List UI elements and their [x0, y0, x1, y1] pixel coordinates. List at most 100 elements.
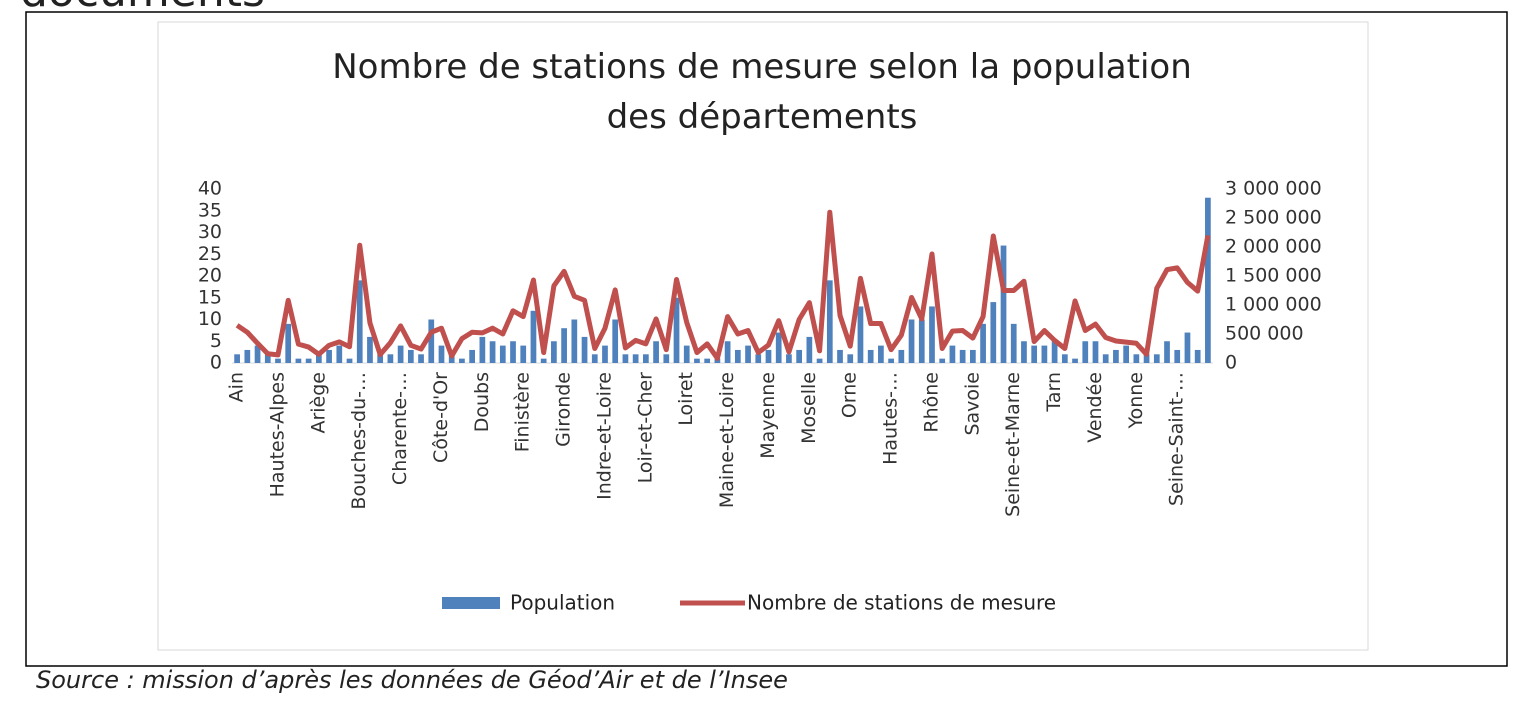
bar — [244, 349, 251, 363]
bar — [857, 306, 864, 363]
frame — [25, 11, 1508, 667]
x-tick-label: Orne — [839, 372, 861, 418]
bar — [867, 349, 874, 363]
bar — [571, 319, 578, 363]
legend-label: Nombre de stations de mesure — [747, 591, 1056, 615]
bar — [275, 358, 281, 363]
bar — [704, 358, 711, 363]
x-tick-label: Moselle — [798, 372, 820, 444]
bar — [346, 358, 353, 363]
x-tick-label: Doubs — [471, 372, 493, 432]
bar — [878, 345, 884, 363]
bar — [775, 332, 782, 363]
bar — [407, 349, 414, 363]
bar — [1061, 354, 1068, 363]
x-tick-label: Loiret — [675, 372, 697, 426]
y2-tick-label: 3 000 000 — [1225, 178, 1322, 200]
x-tick-label: Indre-et-Loire — [593, 372, 615, 500]
bar — [285, 323, 292, 363]
bar — [459, 358, 465, 363]
bar — [898, 349, 905, 363]
bar — [949, 345, 956, 363]
bar — [1031, 345, 1038, 363]
bar — [1092, 341, 1099, 363]
bar — [1205, 197, 1211, 363]
bar — [929, 306, 935, 363]
bar — [642, 354, 649, 363]
bar — [632, 354, 639, 363]
bar — [499, 345, 506, 363]
bar — [663, 354, 670, 363]
bar — [428, 319, 435, 363]
bar — [1010, 323, 1017, 363]
x-tick-label: Mayenne — [757, 372, 779, 459]
bar — [602, 345, 608, 363]
bar — [591, 354, 598, 363]
y-tick-label: 25 — [198, 243, 222, 265]
bar — [908, 319, 915, 363]
legend-swatch — [442, 597, 500, 609]
y2-tick-label: 1 000 000 — [1225, 294, 1322, 316]
bar — [847, 354, 854, 363]
bar — [918, 319, 925, 363]
bar — [520, 345, 527, 363]
legend-label: Population — [510, 591, 615, 615]
bar — [1133, 354, 1140, 363]
bar — [254, 345, 261, 363]
bar — [969, 349, 976, 363]
bar — [765, 349, 772, 363]
chart-title: des départements — [607, 97, 918, 137]
bar — [234, 354, 240, 363]
y2-tick-label: 2 000 000 — [1225, 236, 1322, 258]
bar — [367, 336, 373, 363]
x-tick-label: Gironde — [553, 372, 575, 447]
bar — [315, 354, 322, 363]
y2-tick-label: 1 500 000 — [1225, 265, 1322, 287]
y-tick-label: 35 — [198, 199, 222, 221]
bar — [673, 297, 680, 363]
y2-tick-label: 500 000 — [1225, 323, 1304, 345]
bar — [469, 349, 476, 363]
bar — [1021, 341, 1027, 363]
bar — [1082, 341, 1089, 363]
bar — [1000, 245, 1007, 363]
bar — [959, 349, 966, 363]
x-tick-label: Hautes-… — [880, 372, 902, 465]
bar — [561, 328, 567, 363]
bar — [387, 354, 394, 363]
bar — [489, 341, 496, 363]
bar — [356, 280, 363, 363]
y-tick-label: 15 — [198, 286, 222, 308]
bar — [1113, 349, 1119, 363]
bar — [397, 345, 404, 363]
bar — [1164, 341, 1170, 363]
bar — [1123, 345, 1130, 363]
x-tick-label: Yonne — [1125, 372, 1147, 429]
y-tick-label: 20 — [198, 265, 222, 287]
bar — [837, 349, 843, 363]
bar — [939, 358, 946, 363]
bar — [683, 345, 690, 363]
x-tick-label: Bouches-du-… — [348, 372, 370, 510]
bar — [1102, 354, 1109, 363]
x-tick-label: Finistère — [512, 372, 534, 452]
bar — [479, 336, 486, 363]
chart-title: Nombre de stations de mesure selon la po… — [332, 47, 1192, 87]
bar — [1041, 345, 1048, 363]
bar — [755, 354, 762, 363]
x-tick-label: Loir-et-Cher — [634, 372, 656, 484]
bar — [510, 341, 516, 363]
x-tick-label: Hautes-Alpes — [266, 372, 288, 497]
bar — [734, 349, 741, 363]
bar — [816, 358, 823, 363]
y-tick-label: 0 — [210, 352, 222, 374]
bar — [377, 354, 384, 363]
x-tick-label: Vendée — [1084, 372, 1106, 443]
bar — [305, 358, 312, 363]
bar — [653, 341, 659, 363]
bar — [796, 349, 803, 363]
bar — [1143, 354, 1150, 363]
bar — [1051, 341, 1058, 363]
x-tick-label: Seine-et-Marne — [1002, 372, 1024, 517]
